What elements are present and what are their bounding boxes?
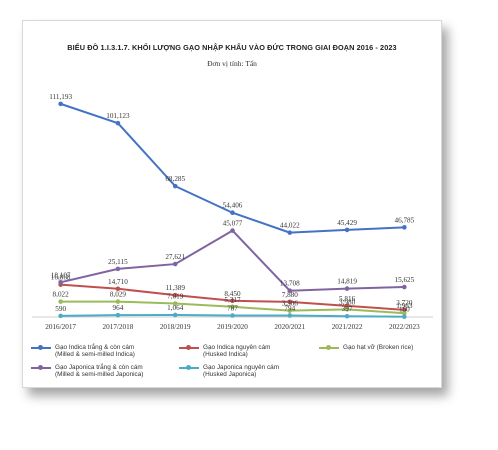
data-label: 8,029 <box>110 291 127 299</box>
data-label: 45,429 <box>337 219 357 227</box>
data-point <box>287 299 293 305</box>
legend-swatch <box>319 345 339 350</box>
chart-title: BIỂU ĐỒ 1.I.3.1.7. KHỐI LƯỢNG GẠO NHẬP K… <box>67 43 397 52</box>
data-point <box>287 308 293 313</box>
x-tick-label: 2019/2020 <box>217 323 248 331</box>
data-point <box>344 227 350 233</box>
x-tick-label: 2017/2018 <box>103 323 134 331</box>
chart-card: BIỂU ĐỒ 1.I.3.1.7. KHỐI LƯỢNG GẠO NHẬP K… <box>22 20 442 388</box>
line-chart: 2016/2017 2017/2018 2018/2019 2019/2020 2020… <box>32 93 433 331</box>
data-label: 8,022 <box>53 291 70 299</box>
legend-swatch <box>179 345 199 350</box>
data-label: 16,868 <box>51 274 71 282</box>
legend-swatch <box>179 365 199 370</box>
legend-label-sub: (Husked Japonica) <box>203 371 257 379</box>
x-tick-label: 2020/2021 <box>274 323 305 331</box>
data-point <box>115 299 121 304</box>
legend-swatch <box>31 345 51 350</box>
x-tick-label: 2021/2022 <box>332 323 363 331</box>
data-point <box>230 298 235 304</box>
data-point <box>58 313 63 319</box>
data-label: 44,022 <box>280 222 300 230</box>
data-point <box>115 266 121 272</box>
data-point <box>402 314 407 319</box>
data-label: 14,710 <box>108 278 128 286</box>
data-label: 15,625 <box>394 276 414 284</box>
data-point <box>58 279 63 285</box>
x-tick-label: 2018/2019 <box>160 323 191 331</box>
data-point <box>58 299 63 304</box>
x-tick-label: 2016/2017 <box>45 323 76 331</box>
data-point <box>115 286 121 292</box>
data-point <box>230 210 235 216</box>
data-label: 964 <box>113 304 124 312</box>
chart-legend: Gạo Indica trắng & còn cám (Milled & semi… <box>31 344 441 386</box>
data-point <box>172 261 178 267</box>
data-label: 1,064 <box>167 304 184 312</box>
data-label: 3,980 <box>339 298 356 306</box>
data-point <box>402 310 407 316</box>
data-point <box>58 101 63 107</box>
data-point <box>344 307 350 312</box>
data-label: 13,708 <box>280 280 300 288</box>
data-label: 11,389 <box>165 284 185 292</box>
data-label: 46,785 <box>394 216 414 224</box>
data-label: 111,193 <box>49 93 72 101</box>
data-label: 5,317 <box>224 296 241 304</box>
data-label: 5,816 <box>339 295 356 303</box>
data-point <box>287 230 293 235</box>
legend-swatch <box>31 365 51 370</box>
chart-subtitle: Đơn vị tính: Tấn <box>207 59 257 68</box>
data-label: 794 <box>284 304 295 312</box>
data-point <box>230 304 235 310</box>
data-point <box>402 284 407 290</box>
data-label: 27,621 <box>165 253 185 261</box>
data-point <box>172 292 178 298</box>
data-point <box>344 286 350 291</box>
data-point <box>172 183 178 189</box>
data-point <box>172 301 178 306</box>
data-label: 18,107 <box>51 271 71 279</box>
x-tick-label: 2022/2023 <box>389 323 420 331</box>
legend-label-sub: (Husked Indica) <box>203 351 248 359</box>
data-point <box>115 312 121 318</box>
data-point <box>287 288 293 294</box>
legend-label-sub: (Milled & semi-milled Indica) <box>55 351 135 359</box>
data-point <box>115 120 121 126</box>
legend-label: Gạo Indica trắng & còn cám <box>55 344 135 351</box>
data-label: 45,077 <box>223 220 243 228</box>
legend-label-sub: (Milled & semi-milled Japonica) <box>55 371 144 379</box>
data-label: 14,819 <box>337 278 357 286</box>
data-label: 3,720 <box>396 299 413 307</box>
data-label: 54,406 <box>223 202 243 210</box>
data-label: 160 <box>399 306 410 314</box>
data-label: 8,450 <box>224 290 241 298</box>
data-label: 7,019 <box>167 293 184 301</box>
data-point <box>172 312 178 318</box>
data-label: 397 <box>342 305 353 313</box>
legend-label: Gạo hạt vỡ (Broken rice) <box>343 344 414 351</box>
data-label: 3,306 <box>282 300 299 308</box>
legend-label: Gạo Japonica trắng & còn cám <box>55 364 143 371</box>
data-label: 7,880 <box>282 291 299 299</box>
data-label: 590 <box>55 305 66 313</box>
data-point <box>402 225 407 230</box>
data-label: 68,285 <box>165 175 185 183</box>
data-point <box>344 313 350 319</box>
legend-label: Gạo Japonica nguyên cám <box>203 364 280 371</box>
data-label: 25,115 <box>108 258 128 266</box>
data-point <box>230 313 235 318</box>
data-point <box>402 307 407 313</box>
data-label: 787 <box>227 304 238 312</box>
legend-label: Gạo Indica nguyên cám <box>203 344 271 351</box>
data-point <box>344 303 350 309</box>
data-point <box>230 228 235 233</box>
data-label: 1,963 <box>396 302 413 310</box>
data-label: 101,123 <box>106 112 130 120</box>
data-point <box>287 313 293 318</box>
